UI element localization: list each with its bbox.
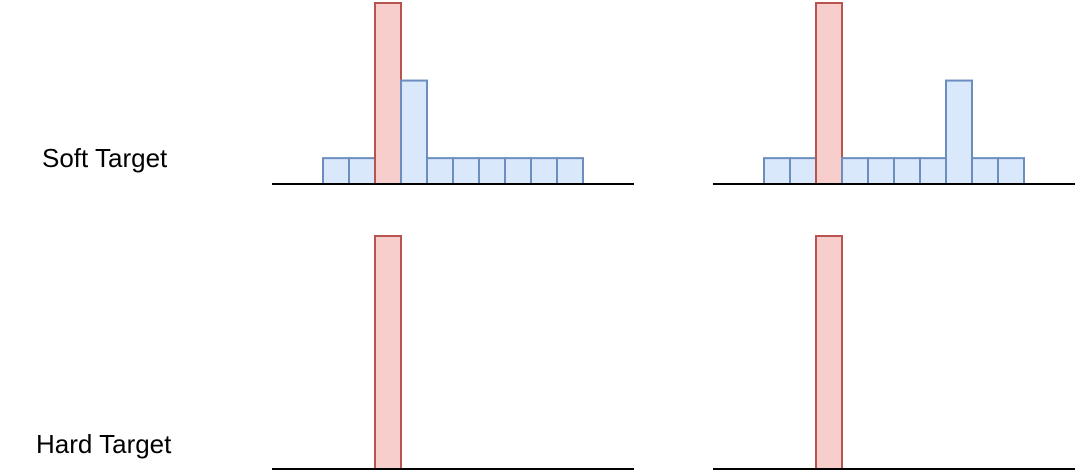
- row-label: Hard Target: [36, 429, 172, 459]
- bar: [530, 157, 558, 185]
- bar: [789, 157, 817, 185]
- bar: [763, 157, 791, 185]
- bar: [919, 157, 947, 185]
- bar: [374, 235, 402, 470]
- bar: [893, 157, 921, 185]
- bar: [348, 157, 376, 185]
- bar: [867, 157, 895, 185]
- bar: [400, 79, 428, 185]
- bar: [556, 157, 584, 185]
- bar: [841, 157, 869, 185]
- bar: [945, 79, 973, 185]
- bar: [997, 157, 1025, 185]
- row-label: Soft Target: [42, 143, 168, 173]
- bar: [374, 2, 402, 185]
- bar: [452, 157, 480, 185]
- bar: [815, 235, 843, 470]
- bar: [426, 157, 454, 185]
- bar: [815, 2, 843, 185]
- bar: [504, 157, 532, 185]
- bar: [322, 157, 350, 185]
- bar: [971, 157, 999, 185]
- bar: [478, 157, 506, 185]
